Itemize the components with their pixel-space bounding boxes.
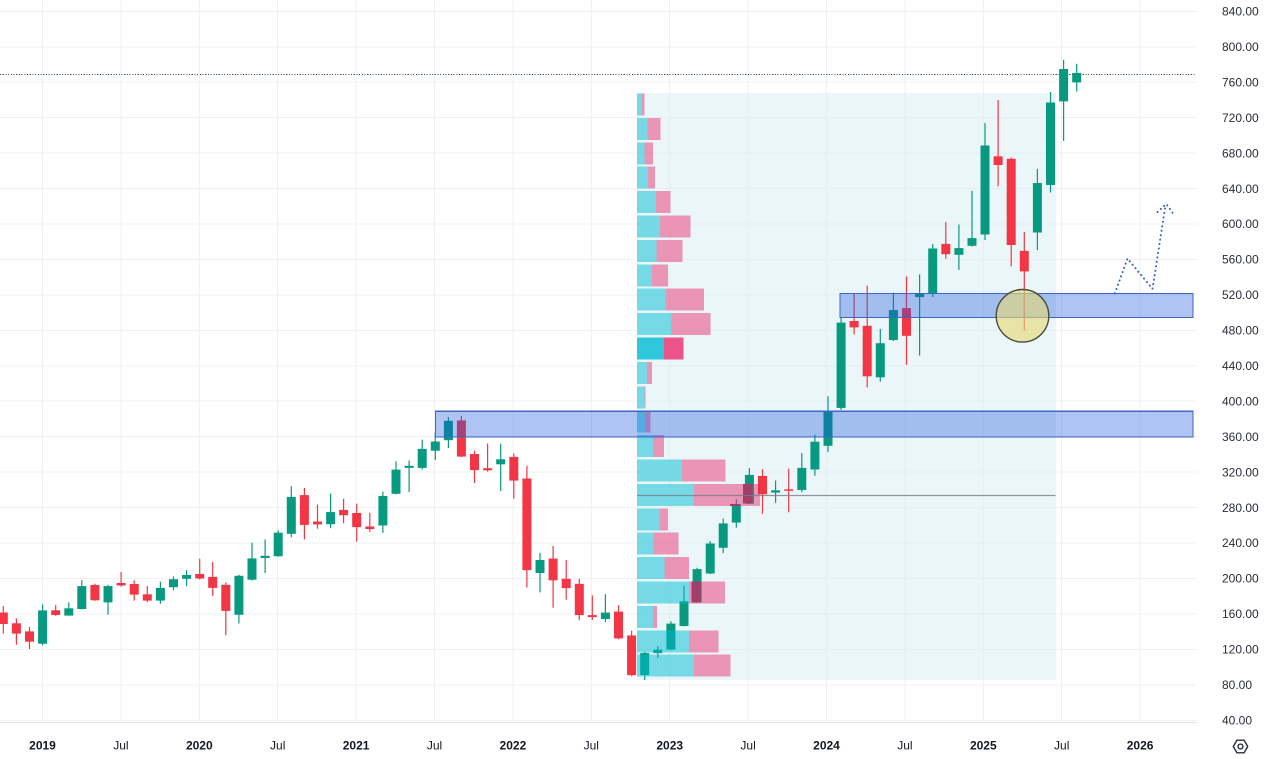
svg-text:600.00: 600.00 <box>1222 217 1259 231</box>
svg-text:80.00: 80.00 <box>1222 678 1252 692</box>
svg-text:720.00: 720.00 <box>1222 111 1259 125</box>
svg-text:640.00: 640.00 <box>1222 182 1259 196</box>
svg-text:840.00: 840.00 <box>1222 5 1259 19</box>
svg-text:800.00: 800.00 <box>1222 40 1259 54</box>
svg-text:2025: 2025 <box>970 739 997 753</box>
svg-text:Jul: Jul <box>897 739 912 753</box>
svg-text:2024: 2024 <box>813 739 840 753</box>
svg-text:Jul: Jul <box>270 739 285 753</box>
svg-text:760.00: 760.00 <box>1222 75 1259 89</box>
svg-text:440.00: 440.00 <box>1222 359 1259 373</box>
svg-text:280.00: 280.00 <box>1222 501 1259 515</box>
svg-text:2023: 2023 <box>656 739 683 753</box>
svg-text:2020: 2020 <box>186 739 213 753</box>
svg-text:680.00: 680.00 <box>1222 146 1259 160</box>
svg-text:2019: 2019 <box>29 739 56 753</box>
svg-text:2022: 2022 <box>500 739 527 753</box>
svg-text:400.00: 400.00 <box>1222 394 1259 408</box>
svg-text:2026: 2026 <box>1127 739 1154 753</box>
svg-text:120.00: 120.00 <box>1222 643 1259 657</box>
svg-text:320.00: 320.00 <box>1222 465 1259 479</box>
svg-text:520.00: 520.00 <box>1222 288 1259 302</box>
svg-text:2021: 2021 <box>343 739 370 753</box>
svg-text:160.00: 160.00 <box>1222 607 1259 621</box>
svg-text:40.00: 40.00 <box>1222 714 1252 728</box>
svg-text:Jul: Jul <box>584 739 599 753</box>
svg-text:Jul: Jul <box>1054 739 1069 753</box>
svg-text:200.00: 200.00 <box>1222 572 1259 586</box>
svg-text:560.00: 560.00 <box>1222 253 1259 267</box>
svg-text:480.00: 480.00 <box>1222 324 1259 338</box>
svg-text:240.00: 240.00 <box>1222 536 1259 550</box>
svg-text:Jul: Jul <box>427 739 442 753</box>
svg-text:Jul: Jul <box>113 739 128 753</box>
svg-text:360.00: 360.00 <box>1222 430 1259 444</box>
svg-text:Jul: Jul <box>740 739 755 753</box>
